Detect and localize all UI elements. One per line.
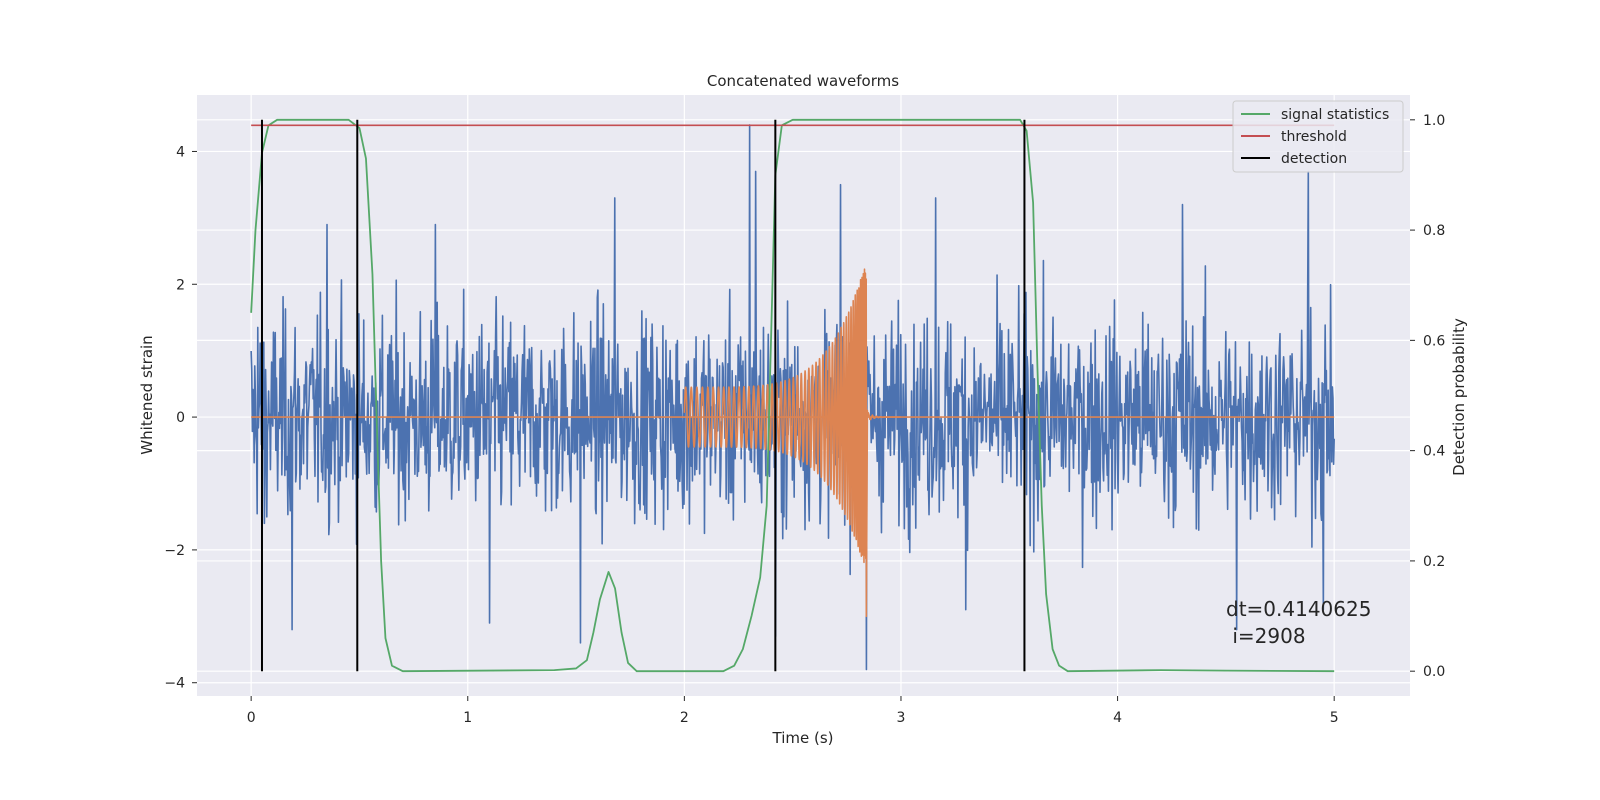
legend-box [1232,100,1404,173]
y-axis-label-right: Detection probability [1450,318,1468,476]
x-tick-label: 0 [247,710,256,726]
y-tick-label-right: 0.8 [1423,223,1445,239]
signal-statistics-line [250,118,1335,673]
series [250,118,1335,673]
y-tick-label-right: 0.6 [1423,333,1445,349]
legend-label-signal-statistics: signal statistics [1281,107,1389,123]
y-tick-label: −4 [164,676,185,692]
grid [197,95,1410,696]
annotation-index: i=2908 [1226,624,1306,648]
legend-label-detection: detection [1281,151,1347,167]
legend: signal statistics threshold detection [1232,100,1404,173]
chart-title: Concatenated waveforms [707,72,899,90]
y-tick-label-right: 1.0 [1423,113,1445,129]
chirp-waveform-line [683,268,901,618]
y-tick-label: 2 [176,277,185,293]
x-tick-label: 4 [1113,710,1122,726]
x-tick-label: 3 [897,710,906,726]
x-axis-label: Time (s) [772,729,834,747]
y-axis-label: Whitened strain [138,335,156,454]
legend-label-threshold: threshold [1281,129,1347,145]
annotation-dt: dt=0.4140625 [1226,597,1371,621]
axes: 0 1 2 3 4 5 −4 −2 0 2 4 0.0 0.2 0.4 0.6 0.8 1.0 [164,113,1445,726]
x-tick-label: 5 [1330,710,1339,726]
x-tick-label: 1 [463,710,472,726]
noise-strain-line [250,124,1335,671]
y-tick-label: 4 [176,144,185,160]
y-tick-label-right: 0.0 [1423,664,1445,680]
x-tick-label: 2 [680,710,689,726]
y-tick-label: 0 [176,410,185,426]
y-tick-label: −2 [164,543,185,559]
y-tick-label-right: 0.2 [1423,554,1445,570]
y-tick-label-right: 0.4 [1423,444,1445,460]
